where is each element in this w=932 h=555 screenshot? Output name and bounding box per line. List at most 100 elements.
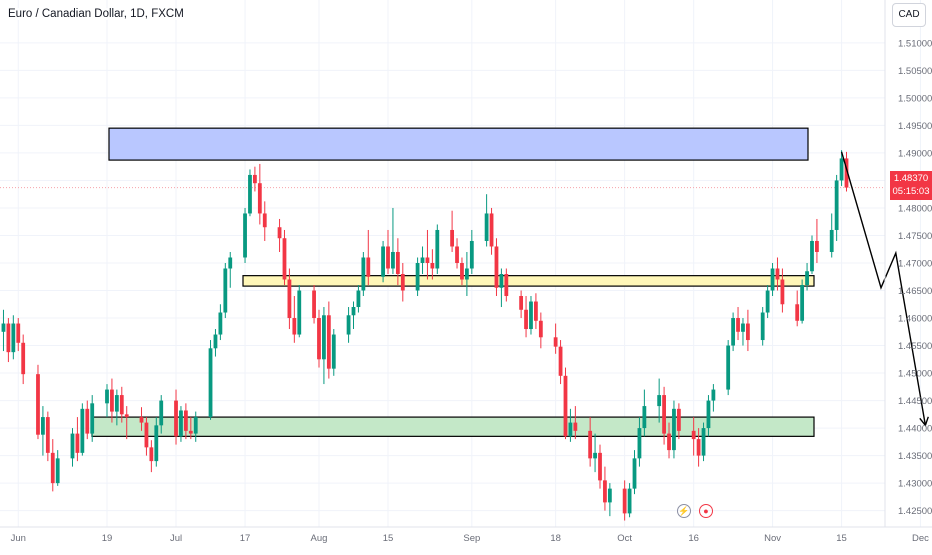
candle-body (706, 400, 711, 429)
candle-body (795, 304, 800, 321)
price-tick-label: 1.47000 (898, 258, 932, 269)
candle-body (425, 257, 430, 263)
candle-body (642, 406, 647, 429)
candle-body (257, 183, 262, 214)
candle-body (484, 213, 489, 241)
candle-body (711, 389, 716, 401)
price-tick-label: 1.48000 (898, 203, 932, 214)
price-tick-label: 1.44000 (898, 424, 932, 435)
candle-body (780, 279, 785, 305)
candle-body (494, 246, 499, 288)
candle-body (90, 403, 95, 434)
candle-body (381, 246, 385, 277)
time-tick-label: Oct (617, 533, 632, 544)
candle-body (726, 345, 731, 390)
resistance-zone (108, 127, 809, 161)
candle-body (622, 488, 627, 514)
candle-body (322, 315, 326, 360)
candle-body (450, 229, 454, 247)
price-tick-label: 1.43500 (898, 451, 932, 462)
candle-body (50, 452, 55, 484)
candle-body (637, 428, 642, 459)
candle-body (627, 488, 632, 514)
candle-body (701, 428, 706, 456)
time-tick-label: Aug (311, 533, 328, 544)
candle-body (243, 213, 247, 258)
candle-body (499, 274, 504, 288)
flag-icon[interactable]: ● (699, 504, 713, 518)
price-tick-label: 1.50500 (898, 66, 932, 77)
candle-body (420, 257, 425, 263)
candle-body (593, 452, 597, 459)
flash-icon[interactable]: ⚡ (677, 504, 691, 518)
candle-body (297, 290, 302, 335)
candle-body (149, 447, 154, 462)
candle-body (834, 180, 839, 230)
price-tick-label: 1.44500 (898, 396, 932, 407)
candle-body (672, 408, 676, 451)
time-tick-label: 15 (383, 533, 394, 544)
candle-body (228, 257, 233, 269)
currency-button[interactable]: CAD (892, 3, 926, 27)
candle-body (519, 296, 524, 310)
candle-body (351, 307, 356, 316)
price-tick-label: 1.49000 (898, 148, 932, 159)
price-badge: 1.48370 05:15:03 (890, 171, 932, 200)
candle-body (657, 395, 662, 407)
candle-body (395, 251, 400, 274)
time-tick-label: 19 (102, 533, 113, 544)
price-tick-label: 1.42500 (898, 506, 932, 517)
price-tick-label: 1.45000 (898, 369, 932, 380)
candle-body (174, 400, 178, 437)
candle-body (16, 323, 21, 343)
candle-body (124, 414, 129, 418)
price-tick-label: 1.50000 (898, 93, 932, 104)
candle-body (70, 433, 75, 459)
candle-body (213, 334, 218, 349)
candle-body (568, 422, 573, 437)
candle-body (6, 323, 11, 353)
candle-body (179, 410, 183, 437)
time-tick-label: Jun (11, 533, 26, 544)
price-tick-label: 1.49500 (898, 121, 932, 132)
candle-body (223, 268, 228, 313)
price-tick-label: 1.43000 (898, 479, 932, 490)
candle-body (85, 408, 90, 434)
candle-body (676, 408, 681, 431)
time-tick-label: Nov (764, 533, 781, 544)
price-tick-label: 1.51000 (898, 38, 932, 49)
candle-body (36, 374, 40, 435)
time-tick-label: Jul (170, 533, 182, 544)
candle-body (361, 257, 366, 291)
time-tick-label: Sep (463, 533, 480, 544)
candle-body (386, 246, 390, 269)
candle-body (188, 430, 193, 434)
candle-body (538, 320, 543, 338)
candle-body (366, 257, 371, 277)
candle-body (11, 323, 16, 353)
candle-body (760, 312, 765, 341)
candle-body (326, 315, 331, 369)
candle-body (460, 262, 464, 280)
candle-body (504, 274, 509, 297)
candle-body (277, 227, 282, 239)
chart-title: Euro / Canadian Dollar, 1D, FXCM (6, 8, 186, 20)
candle-body (829, 229, 834, 252)
candle-body (731, 318, 736, 346)
candle-body (815, 240, 819, 252)
projection-path (840, 151, 927, 426)
candle-body (154, 425, 159, 462)
candle-body (45, 417, 50, 453)
candle-body (524, 309, 528, 330)
candle-body (805, 271, 809, 286)
candle-body (287, 279, 292, 319)
price-tick-label: 1.46000 (898, 314, 932, 325)
candle-body (248, 174, 252, 214)
candle-body (464, 268, 469, 280)
candle-body (183, 410, 188, 431)
candle-body (573, 422, 578, 431)
candle-body (55, 458, 60, 484)
candle-body (455, 246, 459, 263)
